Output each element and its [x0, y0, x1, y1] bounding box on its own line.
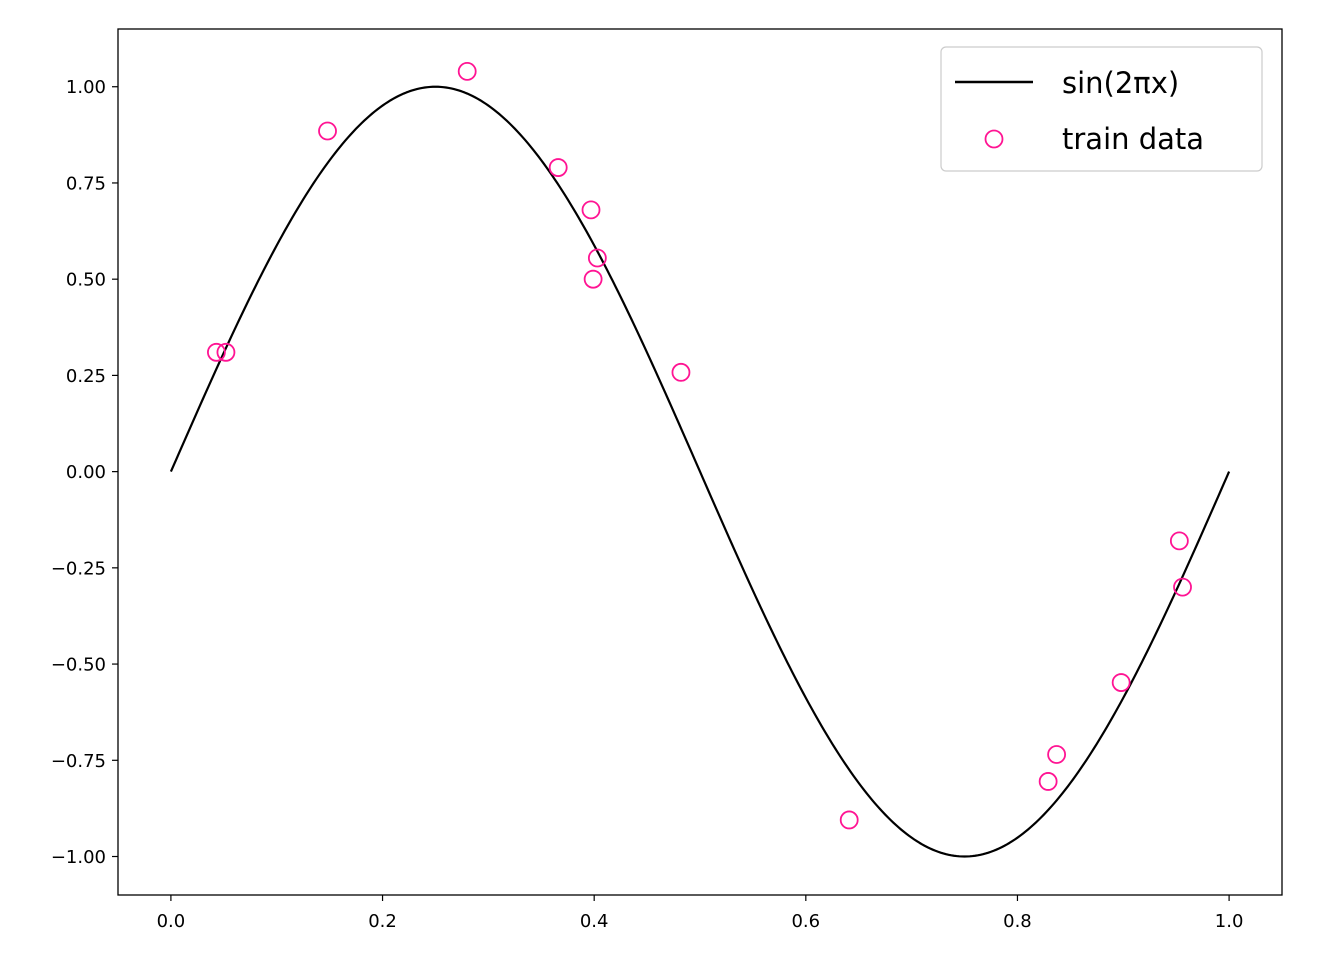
y-tick-label: 0.50: [66, 270, 106, 291]
y-tick-label: 0.00: [66, 462, 106, 483]
y-tick-label: −0.50: [51, 655, 106, 676]
train-data-point: [1169, 531, 1189, 551]
y-tick-label: −0.75: [51, 751, 106, 772]
train-data-point: [548, 158, 568, 177]
x-tick-label: 1.0: [1215, 911, 1244, 932]
y-axis-ticks: 1.00 0.75 0.50 0.25 0.00 −0.25 −0.50 −0.75 −1.00: [51, 77, 118, 868]
train-data-point: [318, 121, 337, 141]
plot-frame: [117, 28, 1283, 896]
train-data-point: [1038, 772, 1058, 791]
y-tick-label: −1.00: [51, 847, 106, 868]
legend-label-train: train data: [1062, 122, 1204, 156]
train-data-point: [581, 200, 601, 220]
y-tick-label: 1.00: [66, 77, 106, 98]
train-data-point: [1111, 673, 1131, 692]
train-data-point: [216, 342, 236, 362]
y-tick-label: −0.25: [51, 558, 106, 579]
y-tick-label: 0.25: [66, 366, 106, 387]
plot-series: [169, 61, 1231, 858]
legend-marker-train: [984, 129, 1004, 149]
train-data-point: [839, 810, 859, 830]
x-tick-label: 0.2: [368, 911, 397, 932]
x-tick-label: 0.4: [580, 911, 609, 932]
sine-curve-line: [169, 85, 1231, 858]
x-axis-ticks: 0.0 0.2 0.4 0.6 0.8 1.0: [157, 895, 1244, 932]
train-data-point: [1047, 745, 1067, 764]
legend: sin(2πx) train data: [940, 46, 1263, 172]
x-tick-label: 0.8: [1003, 911, 1032, 932]
x-tick-label: 0.0: [157, 911, 186, 932]
x-tick-label: 0.6: [791, 911, 820, 932]
train-data-point: [587, 248, 607, 268]
train-data-point: [457, 61, 477, 81]
train-data-point: [671, 362, 691, 382]
train-data-point: [207, 342, 226, 362]
y-tick-label: 0.75: [66, 173, 106, 194]
train-data-point: [583, 269, 603, 289]
train-data-point: [1173, 577, 1192, 597]
legend-box: [940, 46, 1263, 172]
legend-label-sine: sin(2πx): [1062, 66, 1179, 100]
